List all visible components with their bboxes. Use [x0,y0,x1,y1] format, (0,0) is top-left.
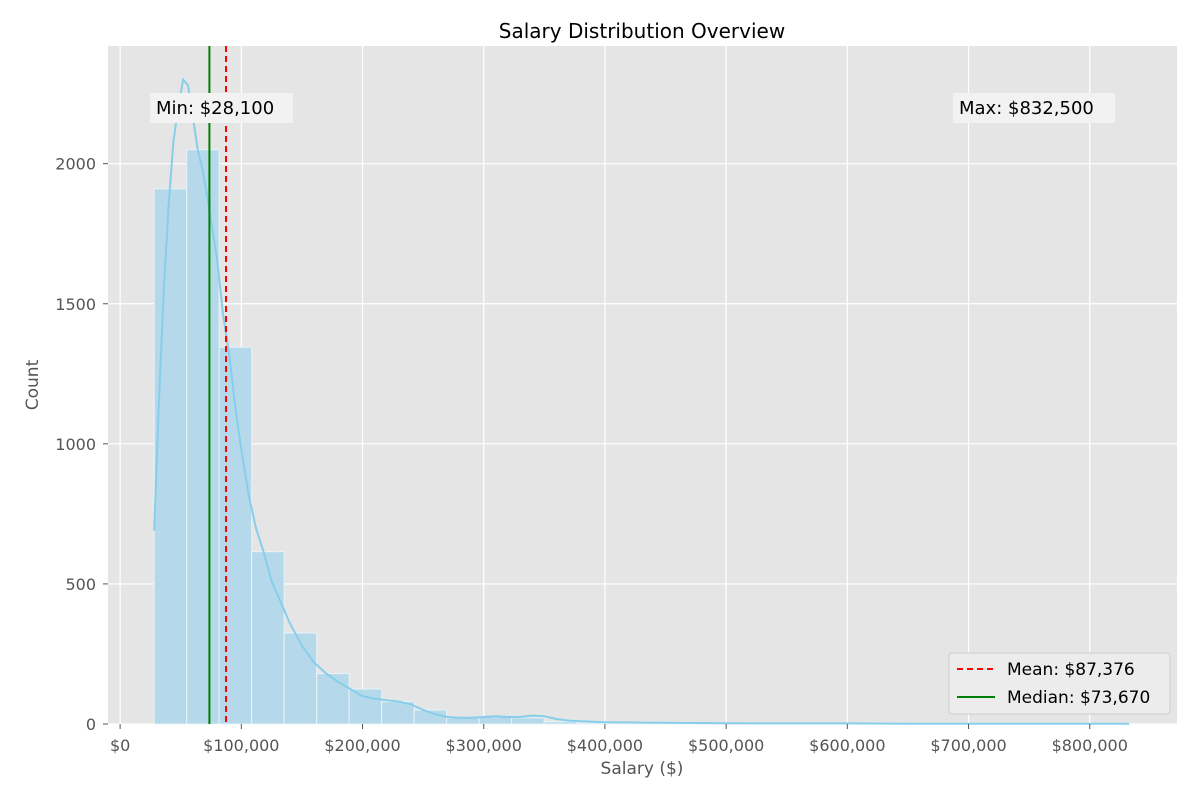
y-tick-label: 1500 [55,295,96,314]
y-tick-label: 0 [86,715,96,734]
x-tick-label: $700,000 [930,736,1006,755]
legend: Mean: $87,376 Median: $73,670 [949,653,1170,714]
y-tick-label: 1000 [55,435,96,454]
x-tick-label: $0 [110,736,130,755]
x-tick-label: $400,000 [567,736,643,755]
histogram-bar [479,717,511,724]
max-annotation: Max: $832,500 [959,98,1094,119]
legend-mean-label: Mean: $87,376 [1007,660,1135,680]
histogram-bar [544,722,576,724]
x-axis-label: Salary ($) [601,759,684,779]
y-axis-ticks: 0 500 1000 1500 2000 [55,155,108,734]
histogram-bar [317,674,349,724]
chart-title: Salary Distribution Overview [499,19,785,43]
x-tick-label: $600,000 [809,736,885,755]
histogram-bar [252,552,284,724]
y-tick-label: 2000 [55,155,96,174]
x-axis-ticks: $0 $100,000 $200,000 $300,000 $400,000 $500,0… [110,724,1128,755]
x-tick-label: $500,000 [688,736,764,755]
x-tick-label: $100,000 [203,736,279,755]
histogram-bar [349,689,381,724]
y-axis-label: Count [23,359,43,410]
x-tick-label: $300,000 [446,736,522,755]
legend-median-label: Median: $73,670 [1007,688,1150,708]
x-tick-label: $200,000 [324,736,400,755]
x-tick-label: $800,000 [1052,736,1128,755]
histogram-bar [284,633,316,724]
histogram-bar [154,189,186,724]
y-tick-label: 500 [65,575,96,594]
histogram-bar [512,718,544,724]
min-annotation: Min: $28,100 [156,98,274,119]
